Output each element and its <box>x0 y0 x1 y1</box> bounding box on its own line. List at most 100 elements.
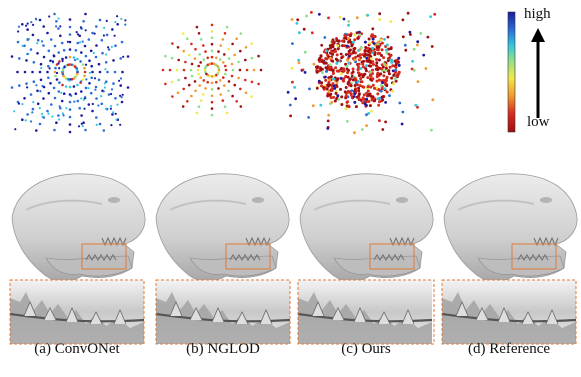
point <box>385 43 389 47</box>
point <box>416 80 420 83</box>
point <box>353 100 357 104</box>
point <box>64 56 68 59</box>
point <box>66 40 69 43</box>
point <box>352 95 356 98</box>
point <box>208 62 212 66</box>
point <box>88 82 91 85</box>
point <box>217 68 221 72</box>
point <box>106 70 109 74</box>
point <box>333 99 337 103</box>
point <box>362 85 366 89</box>
point <box>182 49 185 53</box>
point <box>107 48 111 51</box>
point <box>375 61 379 65</box>
point <box>372 42 376 45</box>
point <box>335 39 339 42</box>
point <box>388 94 391 97</box>
point <box>24 119 27 122</box>
point <box>215 80 218 84</box>
point <box>376 92 380 96</box>
point <box>410 67 414 71</box>
point <box>231 42 234 46</box>
point <box>308 87 311 91</box>
point <box>342 79 346 83</box>
point <box>102 129 106 132</box>
point <box>340 72 343 76</box>
point <box>105 19 108 22</box>
point <box>362 59 365 63</box>
point <box>336 94 340 98</box>
point <box>68 48 72 51</box>
point <box>110 92 113 96</box>
point <box>98 122 102 126</box>
point <box>59 34 62 38</box>
point <box>377 103 380 107</box>
point <box>244 58 247 62</box>
point <box>48 67 51 70</box>
point <box>112 59 115 62</box>
point <box>102 34 105 37</box>
point <box>124 23 127 26</box>
point <box>47 49 51 53</box>
point <box>369 70 372 74</box>
point <box>199 76 202 79</box>
point <box>331 52 335 56</box>
mesh-ours <box>299 172 435 283</box>
point <box>372 63 375 66</box>
point <box>68 130 72 134</box>
point <box>259 68 263 72</box>
point <box>329 75 333 79</box>
point <box>363 102 367 106</box>
point <box>365 91 369 95</box>
zoom-inset-reference <box>440 278 578 346</box>
point <box>119 57 122 60</box>
point <box>124 19 127 22</box>
point <box>379 89 383 93</box>
point <box>380 87 384 91</box>
point <box>388 65 392 69</box>
point <box>210 36 214 40</box>
point <box>424 67 428 70</box>
point <box>230 74 234 78</box>
point <box>46 109 49 113</box>
point <box>397 56 401 60</box>
point <box>116 23 119 26</box>
point <box>193 80 197 83</box>
point <box>75 68 79 72</box>
point <box>84 63 88 66</box>
point <box>342 77 346 81</box>
point <box>197 105 201 108</box>
point <box>298 31 301 35</box>
point <box>68 79 71 82</box>
point <box>110 45 113 48</box>
point <box>346 37 350 40</box>
point <box>344 53 348 56</box>
point <box>23 44 26 48</box>
point <box>198 53 201 56</box>
point <box>345 44 349 48</box>
point <box>61 112 64 115</box>
point <box>327 16 330 20</box>
point <box>371 77 375 81</box>
point <box>89 91 93 95</box>
point <box>360 80 364 84</box>
point <box>84 54 88 58</box>
point <box>32 80 36 83</box>
point <box>354 78 358 82</box>
point <box>373 86 376 90</box>
point <box>210 75 214 78</box>
point <box>210 100 214 104</box>
point <box>289 114 292 118</box>
point <box>337 97 341 101</box>
point <box>210 94 214 98</box>
point <box>244 91 248 94</box>
point <box>349 93 353 96</box>
point <box>224 72 227 76</box>
point <box>107 93 111 96</box>
point <box>79 60 82 63</box>
point <box>351 40 355 44</box>
point <box>62 49 66 52</box>
point <box>115 118 118 121</box>
point <box>190 74 194 78</box>
